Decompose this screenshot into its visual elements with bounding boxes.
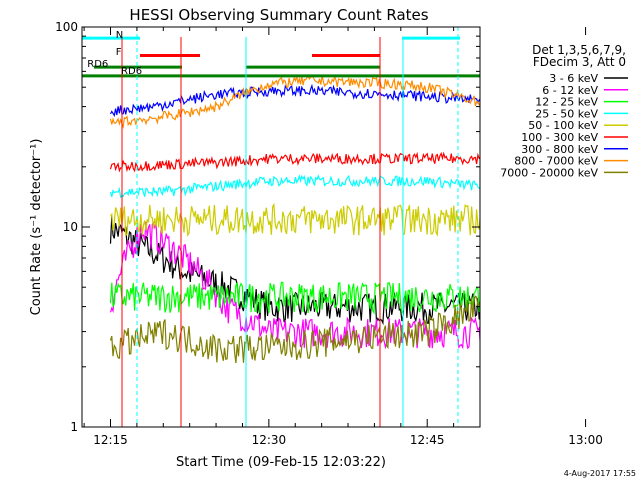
series-line-3: [109, 173, 480, 199]
legend-label-7: 800 - 7000 keV: [514, 155, 598, 168]
timestamp: 4-Aug-2017 17:55: [564, 469, 636, 478]
y-tick-label-1: 10: [63, 220, 78, 234]
series-line-7: [109, 74, 480, 130]
legend: Det 1,3,5,6,7,9, FDecim 3, Att 0 3 - 6 k…: [500, 43, 628, 179]
series-layer: [109, 74, 480, 364]
series-line-6: [109, 83, 480, 118]
legend-header-line-1: Det 1,3,5,6,7,9,: [532, 43, 626, 57]
x-tick-label-1: 12:30: [252, 433, 287, 447]
legend-label-0: 3 - 6 keV: [549, 72, 598, 85]
y-tick-label-2: 100: [55, 20, 78, 34]
x-tick-label-0: 12:15: [93, 433, 128, 447]
annotation-0: N: [116, 30, 123, 41]
y-tick-label-0: 1: [70, 420, 78, 434]
series-line-8: [109, 295, 480, 364]
legend-label-3: 25 - 50 keV: [535, 107, 598, 120]
legend-label-1: 6 - 12 keV: [542, 84, 598, 97]
legend-header-line-2: FDecim 3, Att 0: [533, 55, 626, 69]
x-tick-label-2: 12:45: [410, 433, 445, 447]
marker-layer: [82, 27, 480, 427]
chart-title: HESSI Observing Summary Count Rates: [129, 6, 428, 24]
legend-label-2: 12 - 25 keV: [535, 96, 598, 109]
x-tick-label-3: 13:00: [568, 433, 603, 447]
legend-label-8: 7000 - 20000 keV: [500, 166, 598, 179]
series-line-4: [110, 202, 480, 237]
annotation-1: F: [116, 47, 122, 58]
series-line-2: [109, 281, 480, 315]
y-axis-label: Count Rate (s⁻¹ detector⁻¹): [29, 139, 44, 316]
annotation-3: RD6: [121, 66, 142, 77]
legend-label-6: 300 - 800 keV: [521, 143, 598, 156]
y-axis: 1 10 100: [55, 20, 480, 434]
series-line-5: [109, 151, 480, 173]
annotation-2: RD6: [87, 59, 108, 70]
legend-label-4: 50 - 100 keV: [528, 119, 598, 132]
legend-label-5: 100 - 300 keV: [521, 131, 598, 144]
series-line-1: [109, 221, 480, 350]
x-axis-label: Start Time (09-Feb-15 12:03:22): [176, 455, 386, 470]
